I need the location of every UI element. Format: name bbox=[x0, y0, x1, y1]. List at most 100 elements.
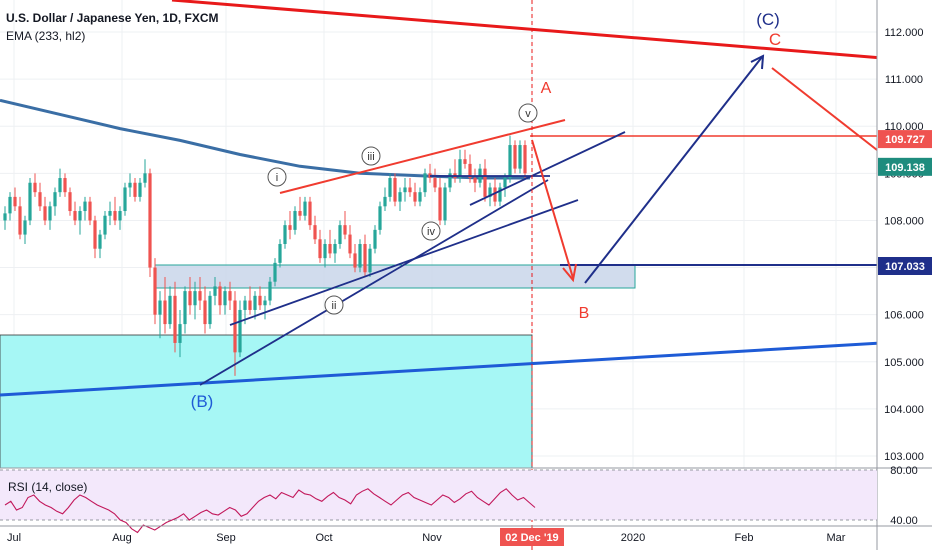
candle-body bbox=[28, 182, 32, 221]
wave-label-C: C bbox=[769, 30, 781, 49]
candle-body bbox=[418, 192, 422, 202]
x-tick-label: Jul bbox=[7, 532, 21, 544]
candle-body bbox=[103, 215, 107, 235]
candle-body bbox=[233, 300, 237, 353]
candle-body bbox=[128, 182, 132, 188]
candle-body bbox=[358, 244, 362, 268]
x-tick-label: Oct bbox=[315, 532, 332, 544]
candle-body bbox=[143, 173, 147, 183]
candle-body bbox=[43, 206, 47, 221]
candle-body bbox=[148, 173, 152, 268]
red-c-target-line[interactable] bbox=[771, 67, 878, 151]
red-down-arrowhead bbox=[562, 263, 577, 283]
navy-trendline-1[interactable] bbox=[199, 179, 549, 386]
red-upper-wedge-line[interactable] bbox=[279, 119, 566, 194]
y-tick-label: 103.000 bbox=[884, 451, 924, 463]
candle-body bbox=[368, 248, 372, 273]
candle-body bbox=[488, 187, 492, 197]
price-badge-label: 109.138 bbox=[885, 162, 925, 174]
candle-body bbox=[208, 295, 212, 325]
navy-trendline-3[interactable] bbox=[469, 131, 626, 206]
candle-body bbox=[443, 187, 447, 221]
candle-body bbox=[23, 220, 27, 235]
x-tick-label: Aug bbox=[112, 532, 132, 544]
candle-body bbox=[498, 187, 502, 202]
candle-body bbox=[203, 300, 207, 325]
svg-text:v: v bbox=[525, 108, 531, 120]
blue-support-line[interactable] bbox=[0, 338, 932, 397]
candle-body bbox=[18, 206, 22, 235]
candle-body bbox=[83, 201, 87, 212]
wave-label-B-paren: (B) bbox=[191, 392, 214, 411]
svg-text:iii: iii bbox=[367, 151, 374, 163]
candle-body bbox=[438, 187, 442, 221]
candle-body bbox=[473, 178, 477, 183]
y-tick-label: 111.000 bbox=[885, 74, 923, 86]
candle-body bbox=[388, 178, 392, 197]
y-tick-label: 104.000 bbox=[884, 404, 924, 416]
subwave-i: i bbox=[267, 167, 287, 187]
candle-body bbox=[278, 244, 282, 263]
candle-body bbox=[138, 182, 142, 197]
candle-body bbox=[58, 178, 62, 193]
candle-body bbox=[13, 196, 17, 207]
subwave-iii: iii bbox=[361, 146, 381, 166]
price-badge bbox=[878, 130, 932, 149]
candle-body bbox=[403, 187, 407, 193]
candle-body bbox=[158, 300, 162, 315]
price-axis[interactable] bbox=[877, 0, 932, 468]
candle-body bbox=[153, 267, 157, 315]
candle-body bbox=[493, 187, 497, 202]
candle-body bbox=[328, 244, 332, 254]
candle-body bbox=[373, 229, 377, 249]
x-tick-label: Sep bbox=[216, 532, 236, 544]
candle-body bbox=[343, 225, 347, 235]
candle-body bbox=[168, 295, 172, 325]
candle-body bbox=[288, 225, 292, 230]
candle-body bbox=[408, 187, 412, 193]
candle-body bbox=[413, 192, 417, 202]
candle-body bbox=[123, 187, 127, 212]
candle-body bbox=[263, 300, 267, 306]
navy-up-arrowhead bbox=[750, 54, 765, 70]
candle-body bbox=[133, 182, 137, 197]
candle-body bbox=[78, 211, 82, 221]
candle-body bbox=[3, 213, 7, 221]
candle-body bbox=[338, 225, 342, 244]
candle-body bbox=[93, 220, 97, 249]
x-tick-label: 2020 bbox=[621, 532, 645, 544]
candle-body bbox=[258, 295, 262, 306]
cyan-support-zone bbox=[0, 334, 533, 469]
candle-body bbox=[238, 309, 242, 353]
red-down-arrow[interactable] bbox=[531, 139, 574, 279]
svg-text:i: i bbox=[276, 172, 278, 184]
red-resistance-line[interactable] bbox=[171, 0, 932, 64]
cursor-date-badge bbox=[500, 528, 564, 546]
candle-body bbox=[183, 291, 187, 325]
candle-body bbox=[393, 178, 397, 202]
navy-trendline-2[interactable] bbox=[229, 199, 579, 326]
candle-body bbox=[228, 291, 232, 301]
candle-body bbox=[88, 201, 92, 221]
candle-body bbox=[283, 225, 287, 244]
candle-body bbox=[273, 262, 277, 282]
subwave-ii: ii bbox=[324, 295, 344, 315]
candle-body bbox=[188, 291, 192, 306]
subwave-v: v bbox=[518, 103, 538, 123]
navy-up-arrow[interactable] bbox=[584, 56, 763, 284]
candle-body bbox=[38, 192, 42, 207]
chart-title: U.S. Dollar / Japanese Yen, 1D, FXCM bbox=[6, 11, 219, 25]
candle-body bbox=[363, 244, 367, 273]
candle-body bbox=[118, 211, 122, 221]
wave-label-C-paren: (C) bbox=[756, 10, 780, 29]
candle-body bbox=[433, 178, 437, 188]
candle-body bbox=[218, 286, 222, 306]
candle-body bbox=[8, 196, 12, 214]
price-badge bbox=[878, 157, 932, 176]
candle-body bbox=[173, 295, 177, 343]
price-badge bbox=[878, 257, 932, 276]
price-badges: 109.727 109.138 107.033 bbox=[878, 130, 932, 276]
rsi-line bbox=[4, 488, 536, 534]
candle-body bbox=[113, 211, 117, 221]
